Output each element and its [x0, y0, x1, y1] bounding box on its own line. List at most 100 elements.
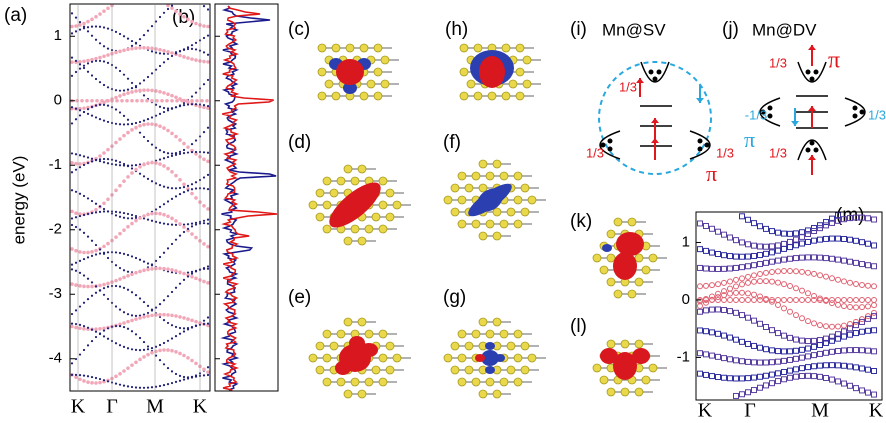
band-dot	[147, 345, 149, 347]
band-dot	[102, 201, 106, 205]
electron	[853, 114, 858, 119]
band-dot	[170, 314, 174, 318]
band-dot	[86, 20, 90, 24]
band-dot	[134, 168, 138, 172]
band-dot	[91, 240, 93, 242]
band-dot	[166, 92, 170, 96]
band-point	[836, 297, 841, 302]
atom	[500, 220, 508, 228]
band-dot	[82, 285, 86, 289]
band-point	[866, 348, 871, 353]
band-dot	[139, 82, 141, 84]
flat-band-dot	[95, 99, 99, 103]
band-dot	[127, 89, 129, 91]
band-dot	[175, 195, 177, 197]
band-dot	[75, 153, 77, 155]
band-dot	[191, 95, 193, 97]
band-point	[854, 281, 859, 286]
band-point	[740, 214, 745, 219]
band-dot	[126, 225, 130, 229]
band-dot	[139, 387, 141, 389]
band-point	[824, 236, 829, 241]
band-dot	[131, 82, 133, 84]
band-dot	[135, 257, 137, 259]
band-point	[758, 279, 763, 284]
band-point	[830, 363, 835, 368]
band-point	[842, 297, 847, 302]
band-dot	[75, 60, 77, 62]
band-dot	[151, 72, 153, 74]
band-dot	[167, 223, 169, 225]
atom	[360, 92, 368, 100]
band-dot	[186, 56, 190, 60]
band-dot	[123, 385, 125, 387]
band-dot	[178, 138, 182, 142]
atom	[607, 230, 615, 238]
band-dot	[151, 116, 153, 118]
band-point	[698, 284, 703, 289]
band-point	[788, 239, 793, 244]
atom	[351, 177, 359, 185]
band-dot	[151, 50, 153, 52]
band-point	[848, 348, 853, 353]
band-dot	[118, 94, 122, 98]
band-dot	[191, 222, 193, 224]
atom	[458, 378, 466, 386]
band-dot	[127, 289, 129, 291]
flat-band-dot	[140, 99, 144, 103]
atom	[516, 68, 524, 76]
band-dot	[158, 313, 162, 317]
band-dot	[190, 275, 194, 279]
band-dot	[78, 377, 82, 381]
atom	[344, 390, 352, 398]
band-dot	[158, 162, 162, 166]
atom	[318, 44, 326, 52]
band-point	[818, 338, 823, 343]
band-dot	[207, 8, 209, 10]
band-dot	[74, 283, 78, 287]
atom	[516, 44, 524, 52]
band-point	[818, 351, 823, 356]
band-dot	[167, 200, 169, 202]
band-point	[848, 364, 853, 369]
band-dot	[186, 18, 190, 22]
band-point	[800, 374, 805, 379]
band-dot	[183, 186, 185, 188]
x-tick-label: K	[71, 396, 86, 418]
band-point	[788, 297, 793, 302]
atom	[607, 278, 615, 286]
flat-band-dot	[130, 99, 134, 103]
band-dot	[175, 224, 177, 226]
band-dot	[158, 124, 162, 128]
band-point	[788, 256, 793, 261]
band-dot	[170, 6, 174, 10]
band-dot	[206, 281, 210, 285]
band-dot	[115, 305, 117, 307]
band-dot	[82, 22, 86, 26]
band-point	[872, 303, 877, 308]
band-point	[698, 351, 703, 356]
band-dot	[170, 51, 174, 55]
band-point	[872, 284, 877, 289]
atom	[316, 342, 324, 350]
band-dot	[87, 26, 89, 28]
band-dot	[135, 164, 137, 166]
atom	[593, 254, 601, 262]
band-dot	[183, 231, 185, 233]
band-dot	[178, 54, 182, 58]
atom	[344, 165, 352, 173]
band-dot	[127, 385, 129, 387]
band-dot	[123, 311, 125, 313]
band-dot	[147, 262, 149, 264]
band-dot	[99, 332, 101, 334]
band-point	[770, 244, 775, 249]
band-dot	[187, 103, 189, 105]
band-point	[734, 265, 739, 270]
band-dot	[191, 48, 193, 50]
atom	[386, 213, 394, 221]
band-dot	[142, 214, 146, 218]
band-point	[764, 260, 769, 265]
band-point	[710, 353, 715, 358]
band-point	[854, 297, 859, 302]
band-point	[752, 318, 757, 323]
